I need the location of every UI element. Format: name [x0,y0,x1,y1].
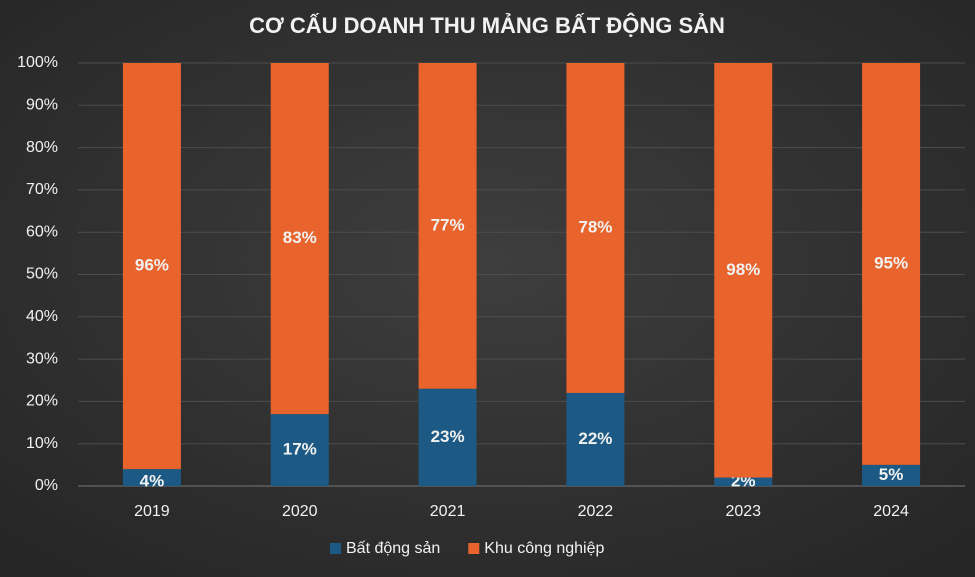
value-label: 95% [874,253,908,272]
y-tick-label: 100% [17,54,58,71]
value-label: 23% [431,427,465,446]
x-tick-label: 2020 [282,503,318,520]
bar-segment [862,63,921,465]
bar-segment [270,414,329,486]
y-tick-label: 40% [26,308,58,325]
x-tick-label: 2021 [430,503,466,520]
x-tick-label: 2023 [725,503,761,520]
legend-swatch [330,543,341,554]
bar-segment [270,63,329,415]
y-tick-label: 60% [26,223,58,240]
value-label: 96% [135,256,169,275]
value-label: 4% [140,471,165,490]
y-tick-label: 70% [26,181,58,198]
x-tick-label: 2022 [578,503,614,520]
value-label: 83% [283,228,317,247]
y-tick-label: 0% [35,477,58,494]
legend-label: Khu công nghiệp [484,540,604,557]
y-tick-label: 90% [26,97,58,114]
y-tick-label: 10% [26,435,58,452]
value-label: 5% [879,465,904,484]
chart-title: CƠ CẤU DOANH THU MẢNG BẤT ĐỘNG SẢN [249,13,725,38]
y-tick-label: 80% [26,139,58,156]
bar-segment [566,63,625,393]
bar-segment [714,477,773,486]
bar-segment [122,469,181,486]
value-label: 78% [578,217,612,236]
x-tick-label: 2019 [134,503,170,520]
x-tick-label: 2024 [873,503,909,520]
value-label: 77% [431,215,465,234]
bar-segment [122,63,181,470]
y-tick-label: 20% [26,393,58,410]
bar-segment [862,464,921,486]
bar-segment [714,63,773,478]
value-label: 22% [578,429,612,448]
bar-segment [418,388,477,486]
bar-segment [566,392,625,486]
legend-label: Bất động sản [346,540,440,557]
y-tick-label: 50% [26,266,58,283]
legend-swatch [468,543,480,554]
bar-segment [418,63,477,389]
y-tick-label: 30% [26,350,58,367]
value-label: 98% [726,260,760,279]
value-label: 17% [283,440,317,459]
